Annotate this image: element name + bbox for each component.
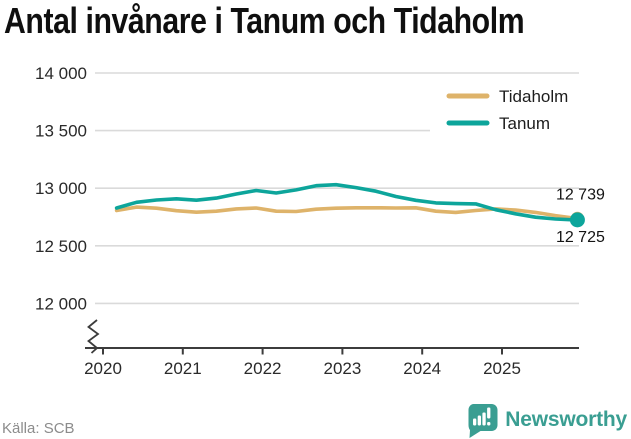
newsworthy-logo-icon	[468, 404, 498, 438]
tanum-end-value-label: 12 725	[556, 229, 605, 246]
x-axis-ticks	[102, 348, 503, 355]
gridlines	[95, 72, 579, 305]
y-tick-label: 12 500	[35, 237, 87, 256]
series-line-tanum	[114, 182, 578, 222]
newsworthy-brand: Newsworthy	[468, 402, 627, 438]
x-tick-label: 2021	[164, 359, 202, 378]
series-lines	[114, 182, 578, 222]
legend-background	[430, 80, 592, 136]
y-tick-label: 12 000	[35, 294, 87, 313]
tanum-end-dot	[569, 212, 585, 228]
x-tick-label: 2024	[403, 359, 441, 378]
x-tick-label: 2023	[323, 359, 361, 378]
x-tick-label: 2025	[483, 359, 521, 378]
axis-break-icon	[87, 319, 100, 354]
legend-label-tidaholm: Tidaholm	[499, 87, 568, 106]
legend: Tidaholm Tanum	[430, 80, 592, 136]
x-tick-label: 2020	[84, 359, 122, 378]
y-axis-labels: 14 000 13 500 13 000 12 500 12 000	[35, 64, 87, 313]
chart-title: Antal invånare i Tanum och Tidaholm	[4, 0, 525, 41]
series-end-dots	[569, 211, 585, 228]
y-tick-label: 13 500	[35, 122, 87, 141]
y-tick-label: 14 000	[35, 64, 87, 83]
legend-label-tanum: Tanum	[499, 114, 550, 133]
x-axis-labels: 2020 2021 2022 2023 2024 2025	[84, 359, 521, 378]
x-tick-label: 2022	[244, 359, 282, 378]
y-tick-label: 13 000	[35, 179, 87, 198]
newsworthy-brand-name: Newsworthy	[505, 408, 627, 431]
source-credit: Källa: SCB	[2, 420, 75, 437]
tidaholm-end-value-label: 12 739	[556, 186, 605, 203]
